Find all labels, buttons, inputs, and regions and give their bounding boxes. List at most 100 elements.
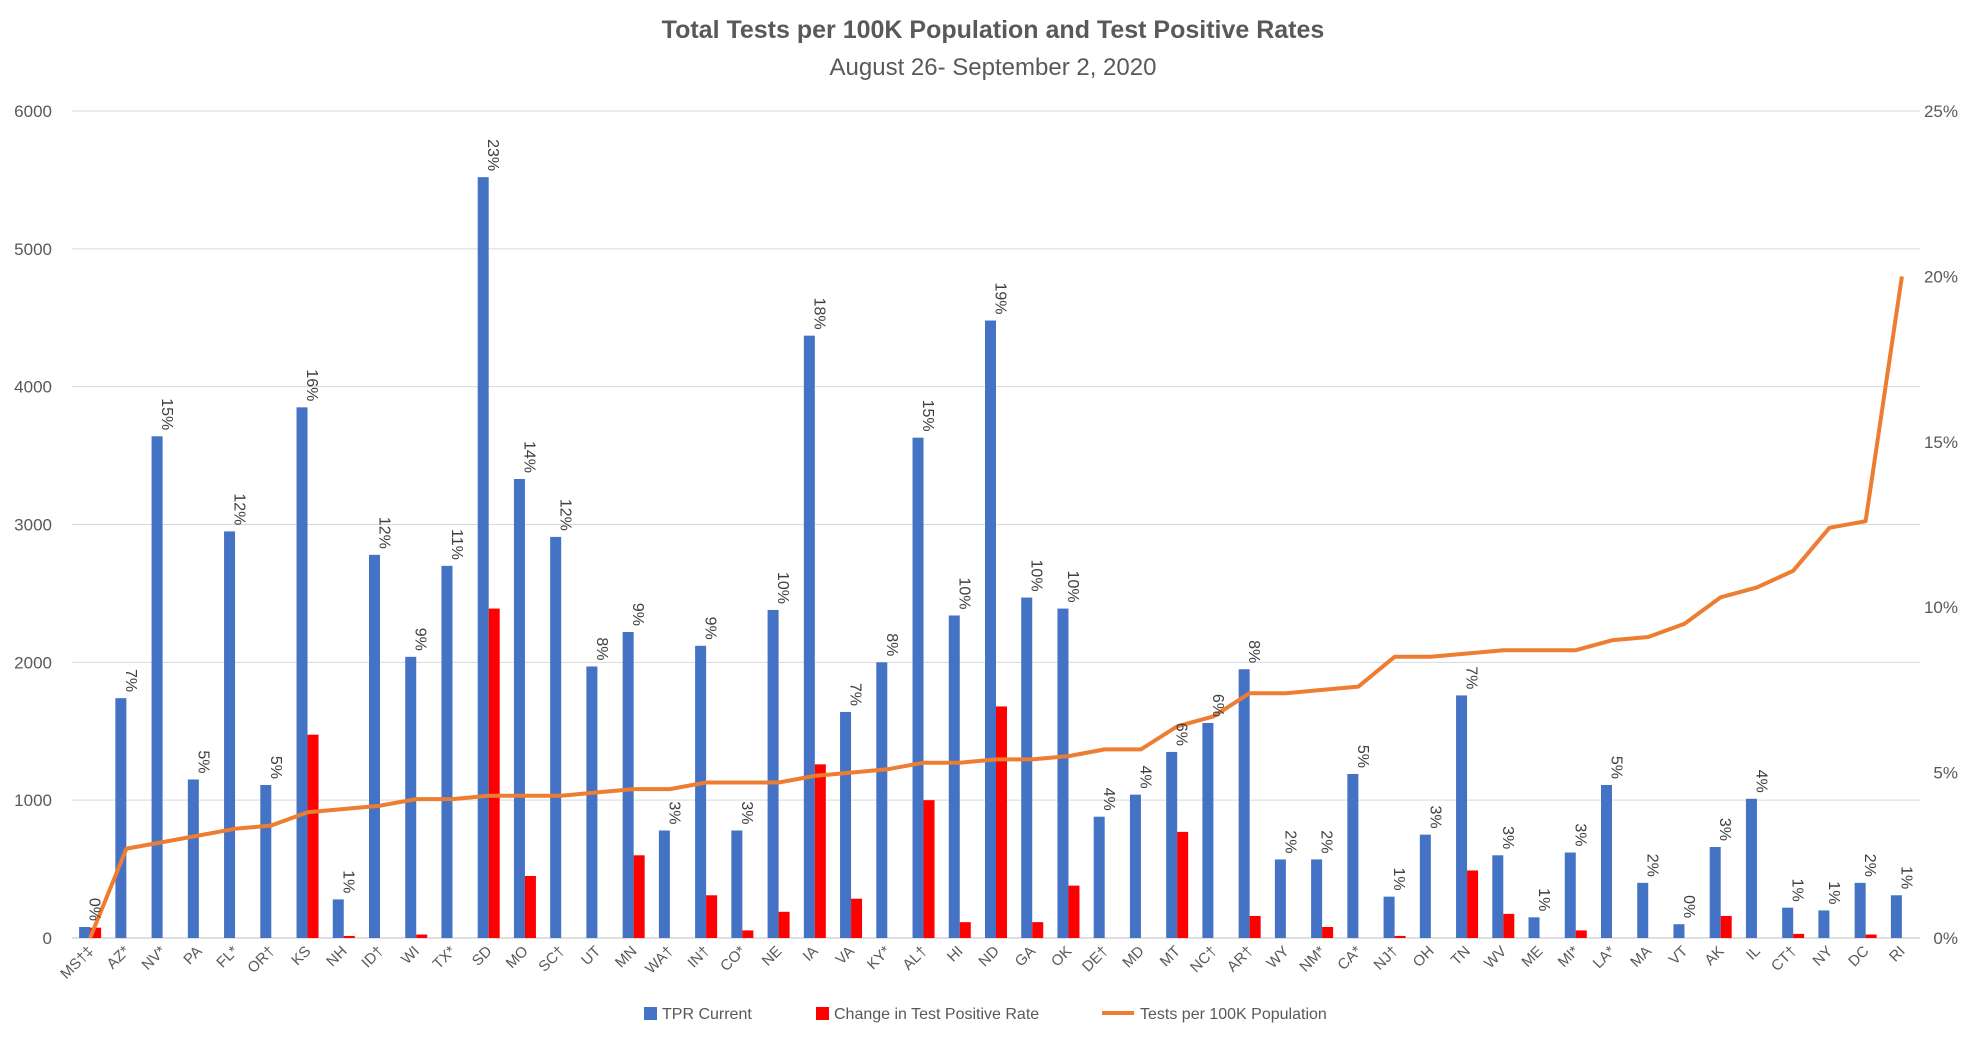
data-label: 9% [412,628,429,651]
category-label: VA [832,943,857,968]
data-label: 3% [1716,818,1733,841]
category-label: HI [944,943,967,966]
left-axis-ticks: 0 1000 2000 3000 4000 5000 6000 [14,102,52,948]
right-tick-label: 25% [1924,102,1958,121]
legend-swatch [816,1007,829,1020]
data-label: 10% [1064,571,1081,603]
category-label: PA [180,943,205,968]
data-label: 3% [1571,823,1588,846]
category-label: MT [1157,943,1184,970]
right-tick-label: 10% [1924,598,1958,617]
category-label: UT [578,943,604,969]
bar-tpr-current [1492,855,1504,938]
category-label: WI [398,943,423,968]
bar-change-tpr [633,855,645,938]
bar-tpr-current [369,554,380,938]
bar-tpr-current [1311,859,1323,938]
category-label: MN [612,943,641,972]
category-label: AK [1701,943,1727,969]
category-label: IL [1743,943,1764,964]
bar-tpr-current [1528,917,1540,938]
bar-tpr-current [1673,924,1685,938]
bar-tpr-current [840,711,852,938]
category-label: NE [759,943,786,970]
bar-tpr-current [296,407,308,938]
data-label: 4% [1752,770,1769,793]
category-label: SC† [535,943,568,976]
bar-tpr-current [1419,834,1431,938]
category-label: NC† [1187,943,1220,976]
bar-tpr-current [1021,597,1033,938]
bar-tpr-current [1129,794,1141,938]
bar-change-tpr [1865,934,1877,938]
bar-change-tpr [814,764,826,938]
bar-change-tpr [959,922,971,938]
category-label: GA [1012,943,1039,970]
bar-change-tpr [778,911,790,938]
data-label: 2% [1281,830,1298,853]
bar-tpr-current [441,565,453,938]
bar-change-tpr [996,706,1007,938]
bar-tpr-current [1890,895,1902,938]
category-label: OH [1410,943,1438,971]
category-label: CA* [1334,943,1365,974]
category-label: LA* [1590,943,1619,972]
right-axis-ticks: 0% 5% 10% 15% 20% 25% [1924,102,1958,948]
bar-tpr-current [187,779,199,938]
line-tests-per-100k [88,276,1904,939]
category-label: MO [503,943,532,972]
bar-tpr-current [332,899,344,938]
bar-tpr-current [695,645,707,938]
bar-tpr-current [1383,896,1395,938]
category-label: MS†‡ [57,943,97,983]
bar-tpr-current [260,785,272,938]
data-label: 7% [122,669,139,692]
category-label: MA [1627,943,1655,971]
bar-change-tpr [1032,922,1044,938]
data-label: 1% [1825,881,1842,904]
category-label: OR† [244,943,278,977]
data-label: 12% [376,517,393,549]
bar-tpr-current [912,437,924,938]
bar-tpr-current [803,335,815,938]
category-label: CO* [717,943,749,975]
category-labels: MS†‡ AZ* NV* PA FL* OR† KS NH ID† WI TX* SD MO SC† UT M… [57,943,1908,983]
bar-change-tpr [1394,935,1406,938]
data-label: 11% [448,529,465,560]
bar-tpr-current [405,656,417,938]
category-label: NH [323,943,350,970]
data-label: 10% [955,577,972,609]
bar-tpr-current [1818,910,1830,938]
right-tick-label: 5% [1933,764,1958,783]
bar-change-tpr [1793,933,1805,938]
bar-tpr-current [1238,669,1250,938]
category-label: KS [288,943,314,969]
legend: TPR Current Change in Test Positive Rate T… [644,1006,1327,1023]
bar-change-tpr [307,734,319,938]
data-label: 1% [339,870,356,893]
right-tick-label: 15% [1924,433,1958,452]
category-label: FL* [213,943,242,972]
data-label: 3% [1426,806,1443,829]
data-label: 5% [194,750,211,773]
data-label: 15% [158,398,175,430]
data-label: 9% [629,603,646,626]
bar-tpr-current [115,698,127,938]
data-label: 3% [738,801,755,824]
bar-tpr-current [1456,695,1468,938]
data-label: 1% [1789,879,1806,902]
data-label: 1% [1897,866,1914,889]
bar-change-tpr [923,800,935,938]
legend-label: TPR Current [662,1006,752,1023]
category-label: AR† [1224,943,1257,976]
bar-change-tpr [488,608,500,938]
left-tick-label: 1000 [14,791,52,810]
data-label: 10% [774,572,791,604]
line-series [88,276,1904,939]
data-label: 9% [702,617,719,640]
category-label: RI [1886,943,1909,966]
category-label: ID† [358,943,387,972]
bar-tpr-current [79,926,91,938]
category-label: WA† [642,943,677,978]
